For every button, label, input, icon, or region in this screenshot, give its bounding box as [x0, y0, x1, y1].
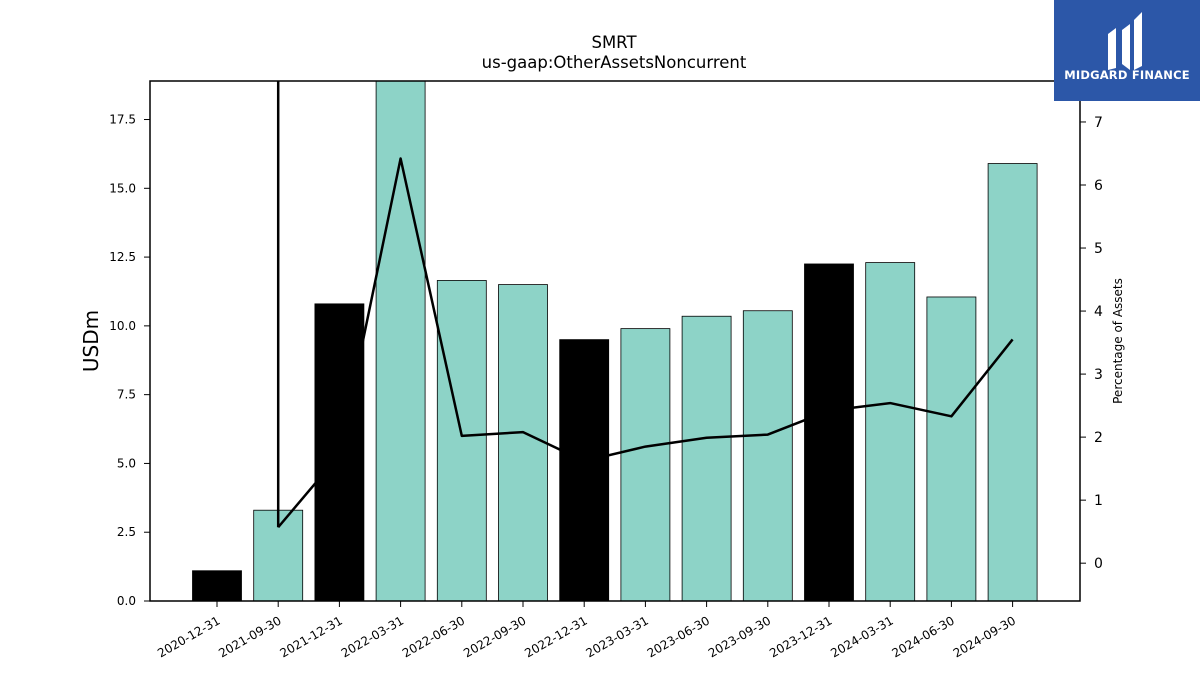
right-axis: 0 1 2 3 4 5 6 7	[1080, 115, 1103, 572]
chart-subtitle: us-gaap:OtherAssetsNoncurrent	[482, 53, 747, 72]
bar-2022-12-31	[559, 339, 610, 602]
bar-2022-06-30	[436, 280, 487, 602]
x-tick-label: 2022-06-30	[400, 613, 467, 660]
bar-2020-12-31	[192, 570, 242, 602]
x-tick-label: 2022-09-30	[461, 613, 528, 660]
y-tick-label: 2.5	[117, 525, 136, 539]
x-tick-label: 2023-12-31	[767, 613, 834, 660]
y-right-tick-label: 7	[1094, 115, 1103, 131]
bar-2024-06-30	[926, 296, 977, 602]
y-axis-title: USDm	[79, 310, 103, 372]
x-tick-label: 2021-12-31	[277, 613, 344, 660]
x-tick-label: 2023-06-30	[645, 613, 712, 660]
bar-2024-09-30	[987, 163, 1038, 602]
x-tick-label: 2022-12-31	[522, 613, 589, 660]
y-right-tick-label: 3	[1094, 367, 1103, 383]
chart-title: SMRT	[591, 33, 637, 52]
bar-2024-03-31	[865, 262, 916, 602]
bar-2023-06-30	[681, 315, 732, 602]
x-tick-label: 2023-03-31	[583, 613, 650, 660]
y-right-tick-label: 1	[1094, 493, 1103, 509]
bar-2023-09-30	[742, 310, 793, 602]
y-axis-right-title: Percentage of Assets	[1111, 278, 1125, 404]
x-tick-label: 2024-06-30	[889, 613, 956, 660]
y-tick-label: 12.5	[109, 250, 136, 264]
x-tick-label: 2022-03-31	[339, 613, 406, 660]
x-tick-label: 2024-03-31	[828, 613, 895, 660]
x-tick-label: 2024-09-30	[951, 613, 1018, 660]
left-axis: 0.0 2.5 5.0 7.5 10.0 12.5 15.0 17.5	[109, 113, 150, 608]
y-tick-label: 10.0	[109, 319, 136, 333]
y-tick-label: 0.0	[117, 594, 136, 608]
plot-frame	[149, 80, 1081, 602]
y-tick-label: 17.5	[109, 113, 136, 127]
logo-mark-icon	[1108, 12, 1142, 70]
x-tick-label: 2021-09-30	[216, 613, 283, 660]
y-tick-label: 15.0	[109, 181, 136, 195]
line-group	[276, 81, 1014, 529]
y-right-tick-label: 6	[1094, 178, 1103, 194]
x-tick-label: 2020-12-31	[155, 613, 222, 660]
bar-2023-12-31	[804, 263, 854, 602]
y-right-tick-label: 2	[1094, 430, 1103, 446]
y-right-tick-label: 0	[1094, 556, 1103, 572]
series-line	[277, 157, 1014, 529]
y-tick-label: 7.5	[117, 388, 136, 402]
x-axis: 2020-12-312021-09-302021-12-312022-03-31…	[155, 601, 1018, 660]
y-right-tick-label: 4	[1094, 304, 1103, 320]
bar-2022-09-30	[498, 284, 548, 602]
y-tick-label: 5.0	[117, 456, 136, 470]
bar-group	[192, 80, 1038, 602]
logo-text: MIDGARD FINANCE	[1064, 68, 1190, 82]
y-right-tick-label: 5	[1094, 241, 1103, 257]
bar-2023-03-31	[620, 328, 671, 602]
x-tick-label: 2023-09-30	[706, 613, 773, 660]
